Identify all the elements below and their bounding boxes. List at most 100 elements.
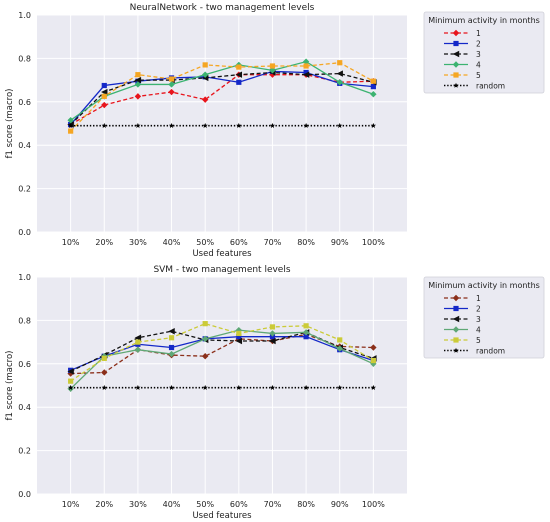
legend-marker-5 xyxy=(453,337,459,343)
series-5 xyxy=(68,60,376,134)
data-point-random xyxy=(236,384,242,390)
x-tick-label: 70% xyxy=(264,238,282,247)
data-point-5 xyxy=(101,355,107,361)
data-point-3 xyxy=(134,76,142,84)
data-point-5 xyxy=(101,93,107,99)
x-tick-label: 90% xyxy=(331,238,349,247)
data-point-random xyxy=(168,384,175,390)
y-tick-label: 0.4 xyxy=(18,141,31,150)
data-point-4 xyxy=(269,67,276,74)
y-tick-label: 0.6 xyxy=(18,98,31,107)
y-tick-label: 0.0 xyxy=(18,228,31,237)
data-point-5 xyxy=(168,76,175,82)
data-point-random xyxy=(101,384,107,390)
data-point-1 xyxy=(134,93,142,100)
data-point-random xyxy=(337,384,343,390)
data-point-2 xyxy=(236,334,242,340)
x-tick-label: 80% xyxy=(297,238,315,247)
x-tick-label: 90% xyxy=(331,500,349,509)
data-point-5 xyxy=(337,60,343,66)
plot-area xyxy=(37,15,407,232)
y-axis-label: f1 score (macro) xyxy=(5,351,15,421)
legend-title: Minimum activity in months xyxy=(428,281,540,290)
data-point-4 xyxy=(336,79,343,86)
x-tick-label: 20% xyxy=(95,238,113,247)
chart-panel-2: SVM - two management levels 0.0 0.2 0.4 0.6 0… xyxy=(5,265,545,521)
chart-panel-1: NeuralNetwork - two management levels 0.0… xyxy=(5,3,545,259)
data-point-5 xyxy=(303,63,309,69)
legend-label: 3 xyxy=(476,50,481,59)
data-point-random xyxy=(370,122,377,128)
y-tick-label: 1.0 xyxy=(18,11,31,20)
series-line-4 xyxy=(70,329,374,390)
data-point-1 xyxy=(201,96,209,103)
legend-label: 4 xyxy=(476,326,481,335)
data-point-random xyxy=(67,122,74,128)
data-point-3 xyxy=(201,74,209,82)
data-point-3 xyxy=(235,71,243,78)
x-tick-label: 80% xyxy=(297,500,315,509)
data-point-3 xyxy=(101,88,108,96)
legend-label: random xyxy=(476,82,505,91)
x-tick-label: 30% xyxy=(129,500,147,509)
data-point-5 xyxy=(370,78,376,84)
data-point-3 xyxy=(168,328,175,335)
data-point-random xyxy=(135,122,141,128)
legend-title: Minimum activity in months xyxy=(428,16,540,25)
chart-title: SVM - two management levels xyxy=(153,265,290,275)
y-axis-label: f1 score (macro) xyxy=(5,89,15,159)
data-point-4 xyxy=(201,335,209,343)
data-point-2 xyxy=(168,344,175,351)
x-tick-label: 30% xyxy=(129,238,147,247)
data-point-5 xyxy=(337,337,343,343)
x-tick-label: 100% xyxy=(362,238,385,247)
data-point-4 xyxy=(67,117,74,124)
y-tick-label: 1.0 xyxy=(18,273,31,282)
data-point-2 xyxy=(269,334,276,340)
legend-marker-3 xyxy=(452,50,460,58)
x-tick-label: 20% xyxy=(95,500,113,509)
legend-label: 1 xyxy=(476,29,481,38)
data-point-random xyxy=(202,384,208,390)
data-point-random xyxy=(337,122,343,128)
data-point-2 xyxy=(370,84,376,90)
legend-marker-2 xyxy=(453,305,459,312)
series-line-3 xyxy=(70,71,374,126)
legend-label: 2 xyxy=(476,305,481,314)
data-point-random xyxy=(67,384,74,390)
legend-marker-1 xyxy=(452,294,460,302)
data-point-5 xyxy=(236,330,242,337)
data-point-4 xyxy=(134,81,142,88)
data-point-1 xyxy=(101,101,108,109)
data-point-5 xyxy=(269,324,276,330)
legend-marker-4 xyxy=(452,61,460,68)
data-point-2 xyxy=(236,79,242,85)
legend-label: 5 xyxy=(476,336,481,345)
data-point-random xyxy=(101,122,107,128)
data-point-random xyxy=(269,122,276,128)
x-tick-label: 70% xyxy=(264,500,282,509)
data-point-5 xyxy=(168,335,175,341)
y-tick-label: 0.8 xyxy=(18,54,31,63)
legend-marker-3 xyxy=(452,315,460,323)
x-tick-label: 50% xyxy=(196,500,214,509)
data-point-4 xyxy=(168,81,175,88)
y-tick-label: 0.2 xyxy=(18,447,31,456)
data-point-4 xyxy=(269,330,276,337)
data-point-1 xyxy=(101,369,108,376)
data-point-2 xyxy=(303,69,309,76)
data-point-5 xyxy=(68,128,74,134)
data-point-4 xyxy=(336,345,343,352)
legend-label: 3 xyxy=(476,315,481,324)
y-tick-label: 0.4 xyxy=(18,403,31,412)
data-point-5 xyxy=(236,64,242,70)
series-line-4 xyxy=(70,60,374,121)
legend-label: 1 xyxy=(476,294,481,303)
data-point-random xyxy=(168,122,175,128)
series-line-5 xyxy=(70,62,374,132)
data-point-4 xyxy=(201,71,209,78)
legend-label: 4 xyxy=(476,61,481,70)
data-point-5 xyxy=(135,72,141,78)
series-line-5 xyxy=(70,322,374,382)
